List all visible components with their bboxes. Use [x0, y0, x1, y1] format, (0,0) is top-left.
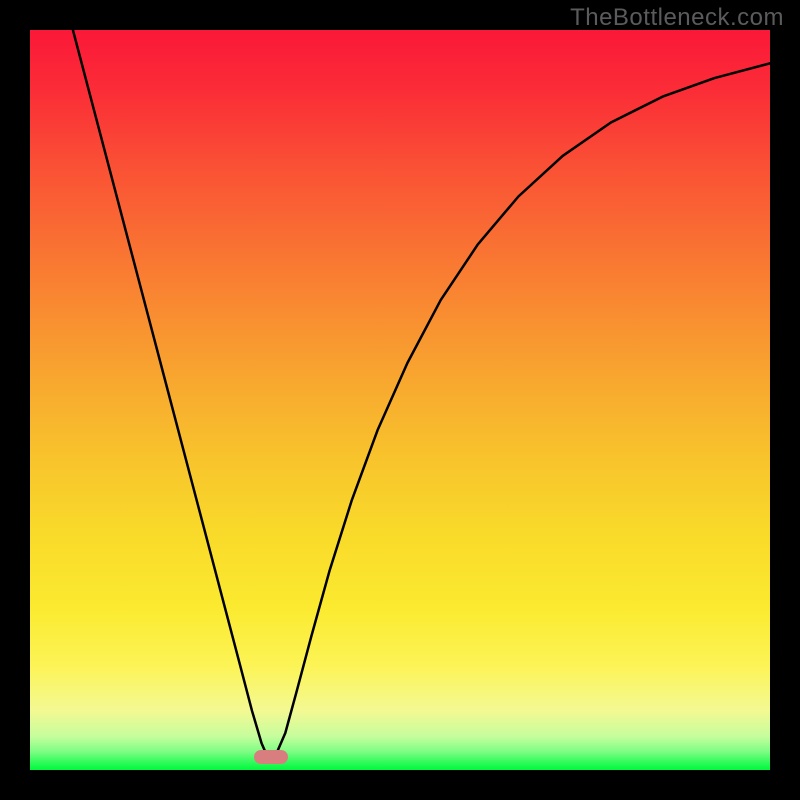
plot-area	[30, 30, 770, 770]
chart-frame: TheBottleneck.com	[0, 0, 800, 800]
watermark-text: TheBottleneck.com	[570, 4, 784, 32]
bottleneck-curve	[30, 30, 770, 770]
minimum-marker	[254, 750, 288, 764]
